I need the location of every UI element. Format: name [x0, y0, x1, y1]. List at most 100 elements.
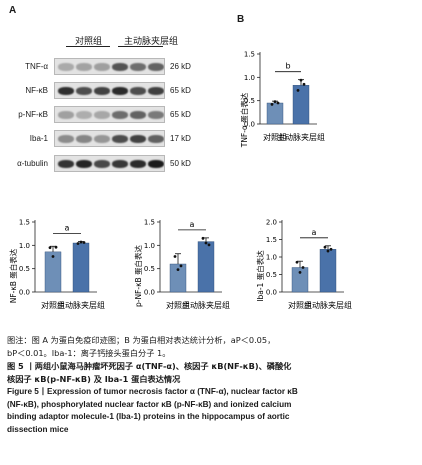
- blot-band: [112, 87, 128, 95]
- significance-label: b: [285, 62, 290, 71]
- blot-band: [76, 63, 92, 71]
- category-label: 对照组: [288, 300, 312, 310]
- blot-size-pnfkb: 65 kD: [170, 110, 191, 119]
- blot-group-control-line: [66, 46, 110, 47]
- blot-band: [112, 111, 128, 119]
- figure-title-en-line4: dissection mice: [7, 424, 69, 434]
- data-point: [207, 243, 211, 247]
- blot-band: [130, 135, 146, 143]
- data-point: [79, 240, 83, 244]
- category-label: 主动脉夹层组: [304, 300, 352, 310]
- panel-a-letter: A: [9, 5, 17, 16]
- chart-iba1-ylabel: Iba-1 蛋白表达: [255, 250, 265, 302]
- data-point: [276, 101, 280, 105]
- data-point: [296, 89, 300, 92]
- data-point: [48, 246, 52, 250]
- bar: [197, 241, 215, 293]
- blot-size-tnf: 26 kD: [170, 62, 191, 71]
- data-point: [54, 245, 58, 249]
- blot-group-control: 对照组: [75, 37, 103, 47]
- y-tick-label: 0.5: [19, 265, 30, 273]
- y-tick-label: 1.5: [266, 236, 277, 244]
- blot-group-model: 主动脉夹层组: [124, 37, 179, 47]
- blot-band: [130, 87, 146, 95]
- bar: [319, 249, 337, 293]
- category-label: 主动脉夹层组: [277, 132, 325, 142]
- figure-title-en: Figure 5丨Expression of tumor necrosis fa…: [7, 386, 419, 436]
- data-point: [270, 103, 274, 106]
- blot-size-iba1: 17 kD: [170, 134, 191, 143]
- blot-strip-nfkb: [54, 82, 165, 99]
- blot-band: [76, 160, 92, 168]
- blot-band: [112, 135, 128, 143]
- y-tick-label: 0.0: [144, 289, 155, 297]
- blot-band: [94, 63, 110, 71]
- category-label: 对照组: [263, 132, 287, 142]
- y-tick-label: 0.5: [266, 271, 277, 279]
- blot-band: [58, 63, 74, 71]
- data-point: [329, 247, 333, 251]
- blot-band: [58, 135, 74, 143]
- blot-band: [76, 87, 92, 95]
- data-point: [298, 271, 302, 274]
- bar: [72, 242, 90, 293]
- figure-title-en-line2: (NF-κB), phosphorylated nuclear factor κ…: [7, 399, 292, 409]
- blot-band: [148, 135, 164, 143]
- blot-band: [58, 111, 74, 119]
- bar: [292, 85, 310, 125]
- blot-band: [94, 135, 110, 143]
- chart-tnf-ylabel: TNF-α 蛋白表达: [239, 92, 249, 148]
- blot-size-nfkb: 65 kD: [170, 86, 191, 95]
- blot-band: [58, 87, 74, 95]
- data-point: [76, 242, 80, 245]
- y-tick-label: 0.5: [244, 97, 255, 105]
- figure-note-line1: 图注：图 A 为蛋白免疫印迹图；B 为蛋白相对表达统计分析，aP＜0.05，: [7, 335, 276, 345]
- blot-band: [148, 160, 164, 168]
- y-tick-label: 2.0: [266, 219, 277, 227]
- bar: [266, 102, 284, 125]
- figure-note: 图注：图 A 为蛋白免疫印迹图；B 为蛋白相对表达统计分析，aP＜0.05， b…: [7, 334, 419, 359]
- significance-label: a: [190, 220, 195, 229]
- blot-band: [58, 160, 74, 168]
- data-point: [299, 78, 303, 82]
- blot-band: [76, 111, 92, 119]
- data-point: [301, 266, 305, 269]
- y-tick-label: 1.0: [144, 242, 155, 250]
- data-point: [273, 100, 277, 103]
- category-label: 对照组: [166, 300, 190, 310]
- blot-band: [94, 111, 110, 119]
- data-point: [173, 255, 177, 258]
- blot-label-tubulin: α-tubulin: [17, 159, 48, 168]
- blot-band: [112, 63, 128, 71]
- figure-title-cn-line2: 核因子 κB(p-NF-κB) 及 Iba-1 蛋白表达情况: [7, 373, 181, 384]
- significance-label: a: [312, 228, 317, 237]
- blot-band: [130, 160, 146, 168]
- data-point: [201, 236, 205, 240]
- y-tick-label: 0.0: [266, 289, 277, 297]
- blot-band: [130, 63, 146, 71]
- blot-band: [112, 160, 128, 168]
- figure-title-en-line3: binding adaptor molecule-1 (Iba-1) prote…: [7, 412, 290, 421]
- blot-strip-iba1: [54, 130, 165, 147]
- y-tick-label: 0.0: [244, 121, 255, 129]
- blot-label-nfkb: NF-κB: [25, 86, 48, 95]
- blot-strip-pnfkb: [54, 106, 165, 123]
- blot-band: [148, 111, 164, 119]
- y-tick-label: 1.5: [19, 219, 30, 227]
- figure-title-cn: 图 5 丨两组小鼠海马肿瘤坏死因子 α(TNF-α)、核因子 κB(NF-κB)…: [7, 360, 419, 385]
- data-point: [302, 82, 306, 86]
- data-point: [82, 241, 86, 244]
- blot-band: [148, 63, 164, 71]
- chart-pnfkb-ylabel: p-NF-κB 蛋白表达: [133, 244, 143, 307]
- category-label: 主动脉夹层组: [57, 300, 105, 310]
- blot-label-iba1: Iba-1: [29, 134, 48, 143]
- significance-label: a: [65, 224, 70, 233]
- figure-title-en-line1: Figure 5丨Expression of tumor necrosis fa…: [7, 387, 298, 396]
- blot-band: [148, 87, 164, 95]
- data-point: [51, 255, 55, 258]
- blot-strip-tnf: [54, 58, 165, 75]
